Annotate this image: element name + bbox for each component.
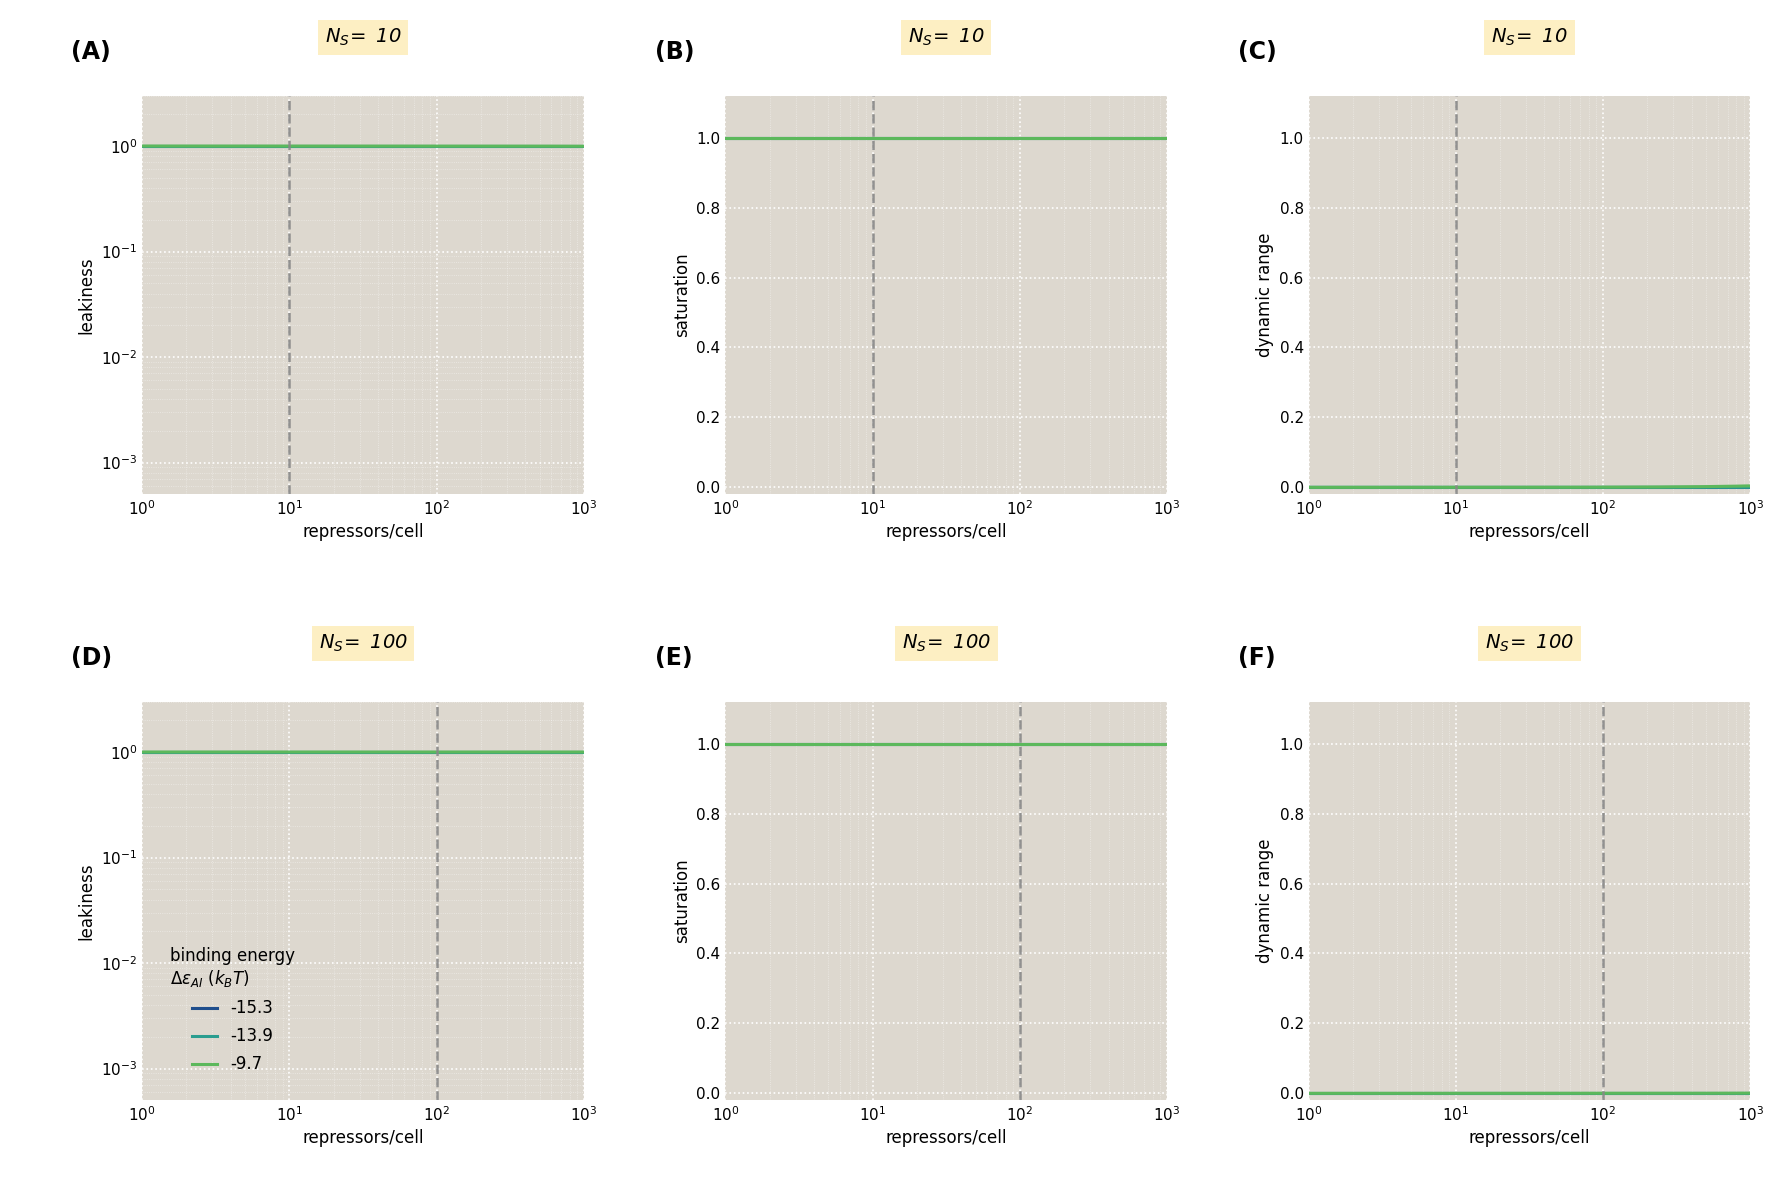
- Text: $N_S\!=$ 10: $N_S\!=$ 10: [325, 26, 402, 48]
- Text: (E): (E): [654, 646, 693, 670]
- Text: $N_S\!=$ 100: $N_S\!=$ 100: [901, 633, 992, 654]
- Y-axis label: dynamic range: dynamic range: [1256, 838, 1274, 963]
- Text: (F): (F): [1239, 646, 1276, 670]
- Y-axis label: dynamic range: dynamic range: [1256, 233, 1274, 358]
- Y-axis label: leakiness: leakiness: [78, 862, 96, 940]
- Text: $N_S\!=$ 100: $N_S\!=$ 100: [318, 633, 407, 654]
- Text: (D): (D): [71, 646, 112, 670]
- Legend: -15.3, -13.9, -9.7: -15.3, -13.9, -9.7: [163, 940, 302, 1080]
- Text: $N_S\!=$ 10: $N_S\!=$ 10: [1491, 26, 1567, 48]
- Text: $N_S\!=$ 100: $N_S\!=$ 100: [1486, 633, 1574, 654]
- X-axis label: repressors/cell: repressors/cell: [885, 524, 1008, 542]
- X-axis label: repressors/cell: repressors/cell: [302, 524, 425, 542]
- Y-axis label: saturation: saturation: [673, 859, 691, 944]
- Y-axis label: leakiness: leakiness: [78, 256, 96, 334]
- X-axis label: repressors/cell: repressors/cell: [302, 1129, 425, 1147]
- X-axis label: repressors/cell: repressors/cell: [1468, 524, 1590, 542]
- Text: (B): (B): [654, 39, 695, 63]
- Text: (C): (C): [1239, 39, 1276, 63]
- Text: (A): (A): [71, 39, 112, 63]
- X-axis label: repressors/cell: repressors/cell: [885, 1129, 1008, 1147]
- Y-axis label: saturation: saturation: [673, 252, 691, 337]
- Text: $N_S\!=$ 10: $N_S\!=$ 10: [908, 26, 984, 48]
- X-axis label: repressors/cell: repressors/cell: [1468, 1129, 1590, 1147]
